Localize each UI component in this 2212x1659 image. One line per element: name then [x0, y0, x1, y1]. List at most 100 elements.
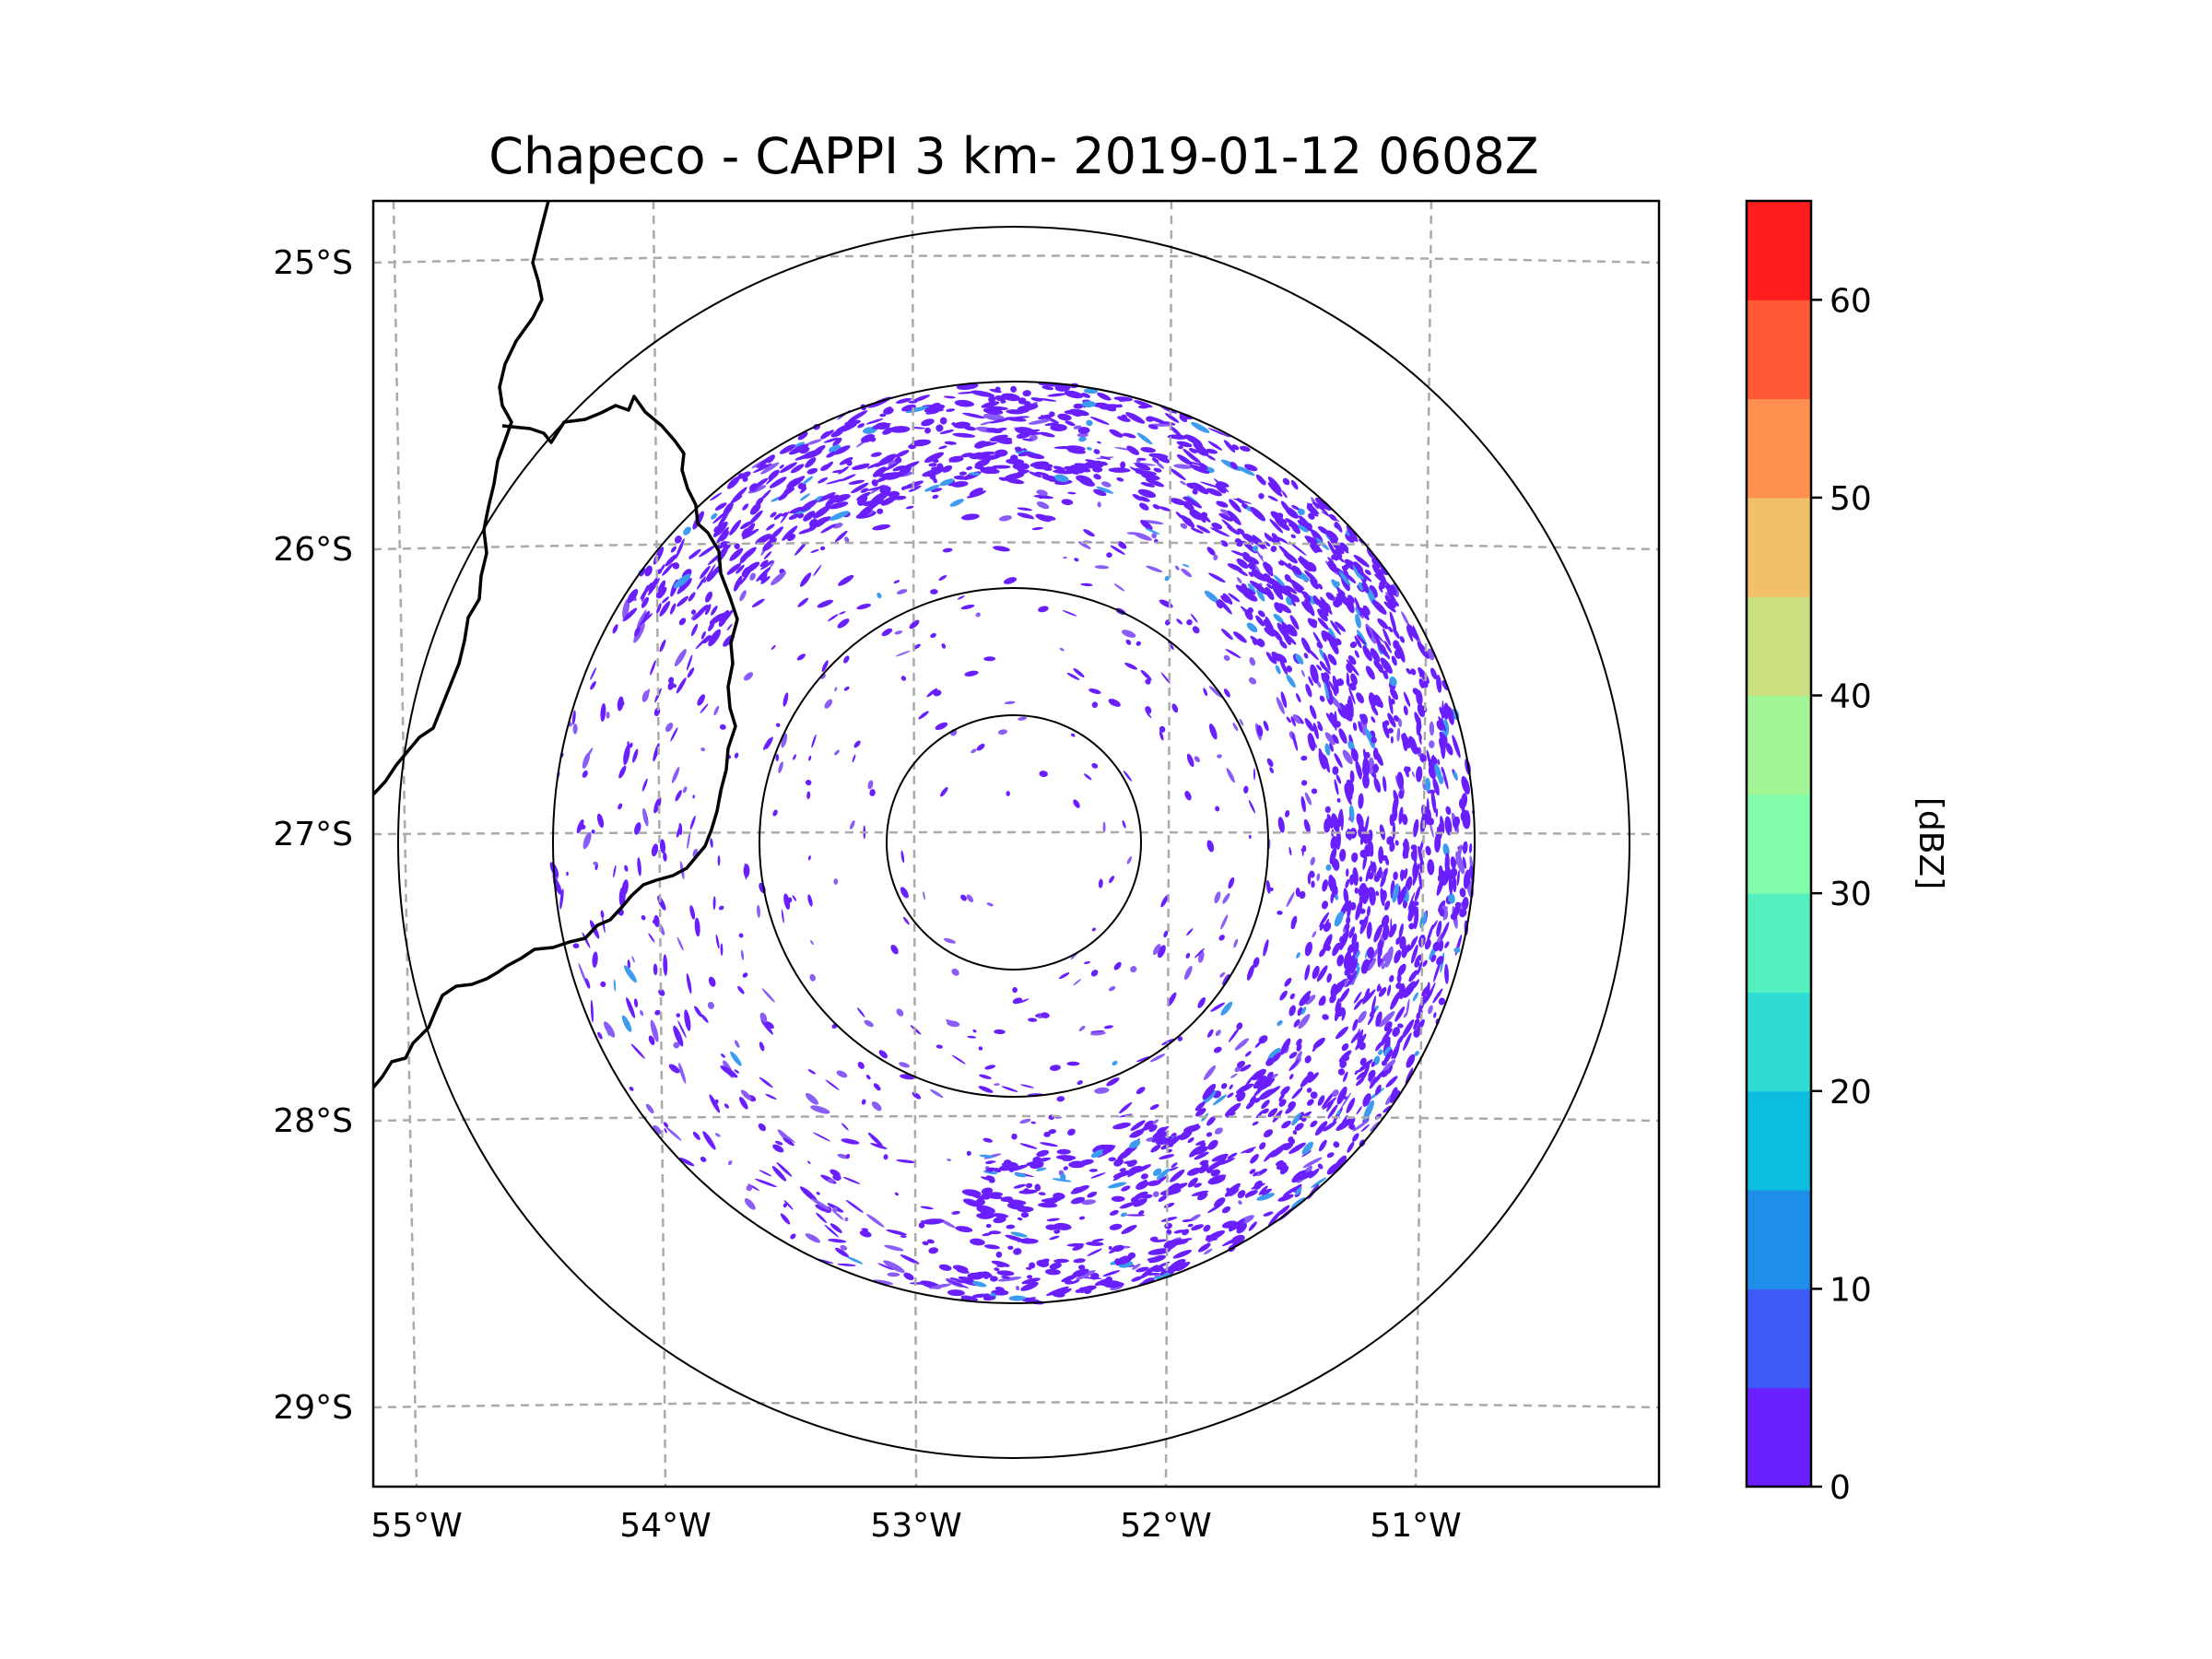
echo-cell	[893, 580, 900, 584]
echo-cell	[1060, 1173, 1066, 1181]
echo-cell	[830, 1169, 841, 1177]
echo-cell	[779, 444, 796, 454]
echo-cell	[1279, 1143, 1288, 1148]
echo-cell	[895, 650, 911, 657]
echo-cell	[712, 521, 728, 537]
echo-cell	[1146, 712, 1152, 719]
echo-cell	[1305, 994, 1316, 1006]
echo-cell	[923, 890, 925, 900]
echo-cell	[1076, 475, 1093, 485]
echo-cell	[593, 861, 598, 865]
echo-cell	[1329, 994, 1336, 1004]
echo-cell	[1413, 906, 1419, 917]
echo-cell	[1074, 558, 1079, 562]
echo-cell	[769, 477, 787, 488]
echo-cell	[1178, 445, 1183, 450]
echo-cell	[1429, 740, 1435, 748]
echo-cell	[1049, 1262, 1062, 1270]
echo-cell	[771, 644, 776, 650]
colorbar-swatch	[1747, 398, 1811, 499]
echo-cell	[1347, 829, 1352, 841]
echo-cell	[1206, 1132, 1213, 1137]
echo-cell	[1037, 397, 1057, 402]
echo-cell	[673, 684, 677, 688]
echo-cell	[1376, 983, 1381, 993]
echo-cell	[828, 614, 839, 622]
echo-cell	[900, 850, 905, 864]
echo-cell	[918, 1222, 925, 1229]
echo-cell	[1332, 1089, 1339, 1097]
echo-cell	[677, 580, 691, 594]
echo-cell	[606, 712, 610, 719]
echo-cell	[1336, 678, 1344, 685]
echo-cell	[1187, 1137, 1194, 1144]
echo-cell	[1194, 1151, 1209, 1160]
echo-cell	[1223, 654, 1230, 662]
echo-cell	[1226, 768, 1235, 783]
echo-cell	[1430, 667, 1438, 680]
echo-cell	[672, 562, 680, 570]
echo-cell	[1211, 1237, 1218, 1241]
echo-cell	[1171, 703, 1179, 713]
range-rings	[397, 226, 1630, 1459]
echo-cell	[1346, 525, 1359, 542]
echo-cell	[1136, 432, 1153, 445]
echo-cell	[604, 1021, 616, 1038]
echo-cell	[1394, 949, 1402, 964]
echo-cell	[1248, 799, 1255, 814]
echo-cell	[1286, 634, 1297, 645]
echo-cell	[1413, 1020, 1418, 1030]
echo-cell	[657, 586, 667, 599]
echo-cell	[1334, 753, 1343, 769]
echo-cell	[800, 500, 818, 512]
echo-cell	[796, 653, 806, 661]
echo-cell	[1377, 939, 1383, 951]
echo-cell	[641, 584, 649, 602]
echo-cell	[887, 1272, 900, 1277]
echo-cell	[1147, 424, 1159, 429]
echo-cell	[677, 1020, 687, 1039]
echo-cell	[772, 1144, 784, 1153]
echo-cell	[1072, 1244, 1084, 1251]
echo-cell	[1359, 915, 1369, 935]
echo-cell	[1115, 1255, 1133, 1265]
echo-cell	[760, 462, 780, 475]
echo-cell	[1077, 1265, 1086, 1270]
echo-cell	[1000, 400, 1006, 404]
echo-cell	[636, 609, 647, 628]
echo-cell	[1141, 1124, 1151, 1132]
echo-cell	[903, 1272, 914, 1281]
echo-cell	[1336, 593, 1350, 607]
echo-cell	[878, 1050, 888, 1059]
echo-cell	[1372, 763, 1379, 773]
echo-cell	[1410, 850, 1418, 861]
echo-cell	[995, 1251, 1003, 1258]
echo-cell	[1179, 1129, 1193, 1141]
echo-cell	[1317, 1095, 1325, 1106]
echo-cell	[1208, 572, 1226, 583]
echo-cell	[1288, 1100, 1297, 1110]
echo-cell	[1118, 1101, 1133, 1114]
echo-cell	[1220, 914, 1229, 930]
echo-cell	[1316, 873, 1321, 881]
echo-cell	[976, 743, 985, 751]
echo-cell	[1393, 1041, 1401, 1060]
echo-cell	[1284, 977, 1292, 987]
echo-cell	[864, 1019, 874, 1028]
echo-cell	[1179, 1238, 1193, 1242]
echo-cell	[1214, 1155, 1228, 1169]
echo-cell	[1097, 392, 1112, 401]
echo-cell	[870, 452, 882, 457]
echo-cell	[1188, 507, 1206, 521]
echo-cell	[1277, 1019, 1283, 1027]
echo-cell	[797, 482, 806, 490]
echo-cell	[774, 1140, 783, 1146]
echo-cell	[884, 1244, 904, 1252]
echo-cell	[730, 495, 743, 503]
map-frame	[371, 199, 1661, 1488]
echo-cell	[1203, 1224, 1211, 1232]
echo-cell	[653, 1124, 662, 1135]
echo-cell	[818, 477, 829, 484]
echo-cell	[967, 1035, 977, 1039]
echo-cell	[653, 796, 662, 814]
